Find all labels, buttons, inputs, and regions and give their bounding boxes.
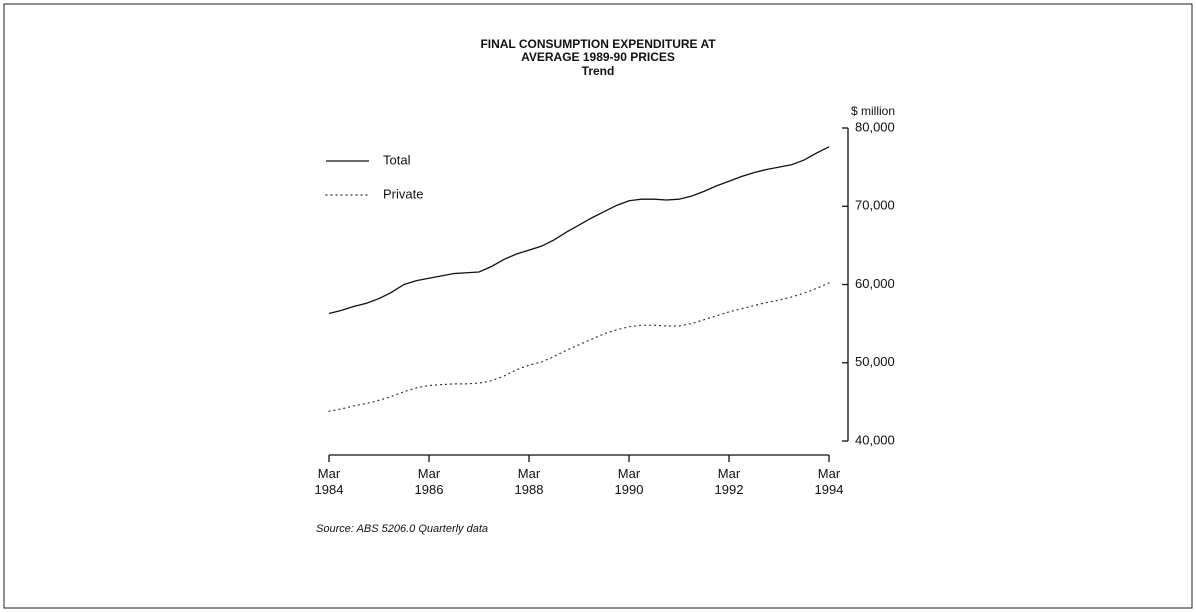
x-tick-label: Mar 1984 — [314, 466, 344, 497]
x-tick-label: Mar 1990 — [614, 466, 644, 497]
source-note: Source: ABS 5206.0 Quarterly data — [316, 523, 489, 535]
y-axis-label: $ million — [851, 104, 896, 118]
x-tick-label: Mar 1988 — [514, 466, 544, 497]
x-tick-label: Mar 1992 — [714, 466, 744, 497]
y-tick-label: 40,000 — [855, 432, 895, 447]
chart-subtitle: Trend — [581, 64, 615, 78]
line-series — [328, 282, 830, 412]
x-tick-label: Mar 1994 — [814, 466, 844, 497]
x-tick-label: Mar 1986 — [414, 466, 444, 497]
chart-title: FINAL CONSUMPTION EXPENDITURE AT AVERAGE… — [480, 37, 716, 64]
y-tick-label: 80,000 — [855, 119, 895, 134]
legend-label: Private — [383, 186, 423, 201]
y-tick-label: 60,000 — [855, 276, 895, 291]
frame — [3, 3, 1193, 609]
y-tick-label: 50,000 — [855, 354, 895, 369]
legend-label: Total — [383, 152, 411, 167]
line-series — [328, 146, 830, 315]
y-tick-label: 70,000 — [855, 198, 895, 213]
